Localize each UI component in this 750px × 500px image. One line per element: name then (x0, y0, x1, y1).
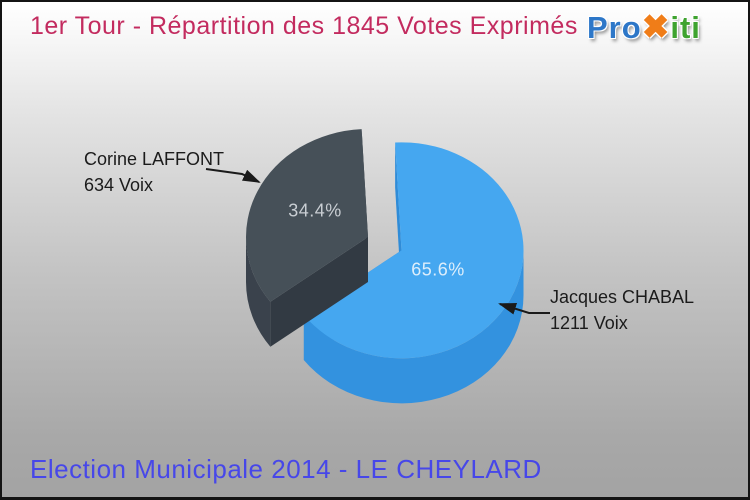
jacques-name: Jacques CHABAL (550, 287, 695, 307)
corine-votes: 634 Voix (84, 175, 154, 196)
pie-slices-group (246, 129, 524, 404)
chart-title: 1er Tour - Répartition des 1845 Votes Ex… (30, 12, 578, 40)
jacques-votes: 1211 Voix (550, 313, 628, 334)
jacques-callout-arrow (498, 303, 550, 315)
corine-percent-label: 34.4% (288, 200, 342, 221)
logo-part-iti: iti (670, 10, 701, 45)
proxiti-logo: Pro✖iti (587, 7, 701, 46)
corine-callout-arrow (205, 168, 261, 183)
jacques-callout: Jacques CHABAL 1211 Voix (550, 284, 694, 336)
election-subtitle: Election Municipale 2014 - LE CHEYLARD (30, 454, 542, 484)
slice-corine-laffont-side (246, 237, 271, 347)
jacques-percent-label: 65.6% (411, 259, 465, 280)
corine-name: Corine LAFFONT (84, 149, 225, 169)
slice-jacques-chabal-side (303, 250, 524, 404)
slice-jacques-chabal-top (303, 142, 524, 359)
slice-corine-laffont-cutface-0 (270, 237, 368, 347)
slice-corine-laffont-top (246, 129, 368, 302)
logo-part-pro: Pro (587, 10, 642, 45)
logo-x-icon: ✖ (641, 8, 671, 45)
corine-callout: Corine LAFFONT 634 Voix (84, 146, 224, 198)
